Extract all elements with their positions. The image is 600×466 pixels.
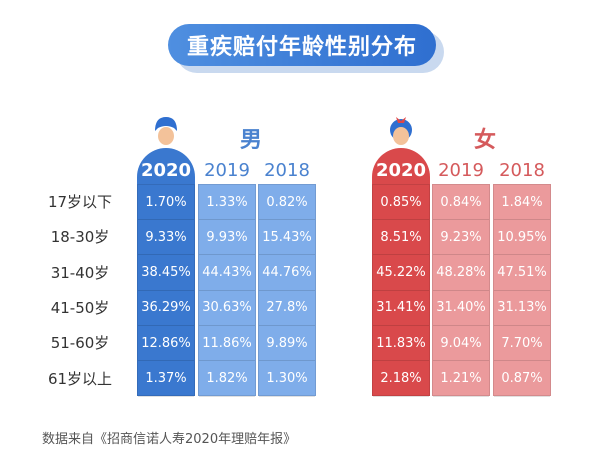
source-note: 数据来自《招商信诺人寿2020年理赔年报》	[42, 432, 297, 447]
year-header: 2019	[438, 160, 484, 181]
table-cell: 27.8%	[259, 291, 315, 326]
gender-label: 男	[240, 128, 263, 153]
row-label: 17岁以下	[47, 193, 113, 211]
table-cell: 1.84%	[494, 185, 550, 220]
table-cell: 0.87%	[494, 362, 550, 397]
table-cell: 44.76%	[259, 256, 315, 291]
table-cell: 0.85%	[373, 185, 429, 220]
table-cell: 1.21%	[433, 362, 489, 397]
year-header: 2019	[204, 160, 250, 181]
table-cell: 9.04%	[433, 326, 489, 362]
table-cell: 12.86%	[138, 326, 194, 362]
table-cell: 31.41%	[373, 291, 429, 326]
row-label: 41-50岁	[50, 298, 110, 317]
year-column: 0.82% 15.43% 44.76% 27.8% 9.89% 1.30%	[258, 184, 316, 397]
year-header: 2020	[375, 160, 427, 181]
table-cell: 30.63%	[199, 291, 255, 326]
table-cell: 44.43%	[199, 256, 255, 291]
page-title: 重疾赔付年龄性别分布	[168, 24, 436, 66]
year-column: 0.84% 9.23% 48.28% 31.40% 9.04% 1.21%	[432, 184, 490, 397]
table-cell: 45.22%	[373, 256, 429, 291]
year-column: 1.33% 9.93% 44.43% 30.63% 11.86% 1.82%	[198, 184, 256, 397]
row-label: 61岁以上	[47, 369, 113, 388]
table-cell: 1.70%	[138, 185, 194, 220]
table-cell: 2.18%	[373, 362, 429, 397]
year-header: 2018	[264, 160, 310, 181]
table-cell: 1.82%	[199, 362, 255, 397]
table-cell: 15.43%	[259, 220, 315, 256]
year-header: 2018	[499, 160, 545, 181]
year-column: 0.85% 8.51% 45.22% 31.41% 11.83% 2.18%	[372, 184, 430, 397]
table-cell: 0.84%	[433, 185, 489, 220]
table-cell: 9.33%	[138, 220, 194, 256]
gender-label: 女	[474, 128, 497, 153]
table-cell: 10.95%	[494, 220, 550, 256]
table-cell: 47.51%	[494, 256, 550, 291]
year-column: 1.84% 10.95% 47.51% 31.13% 7.70% 0.87%	[493, 184, 551, 397]
table-cell: 1.37%	[138, 362, 194, 397]
table-cell: 9.89%	[259, 326, 315, 362]
table-cell: 31.13%	[494, 291, 550, 326]
row-label: 31-40岁	[50, 263, 110, 282]
table-cell: 48.28%	[433, 256, 489, 291]
girl-avatar-icon	[387, 114, 415, 148]
table-cell: 11.86%	[199, 326, 255, 362]
table-cell: 0.82%	[259, 185, 315, 220]
table-cell: 38.45%	[138, 256, 194, 291]
row-label: 51-60岁	[50, 334, 110, 353]
row-label: 18-30岁	[50, 228, 110, 247]
table-cell: 1.30%	[259, 362, 315, 397]
table-cell: 1.33%	[199, 185, 255, 220]
table-cell: 31.40%	[433, 291, 489, 326]
table-cell: 11.83%	[373, 326, 429, 362]
table-cell: 8.51%	[373, 220, 429, 256]
table-cell: 7.70%	[494, 326, 550, 362]
boy-avatar-icon	[152, 114, 180, 148]
table-cell: 36.29%	[138, 291, 194, 326]
year-header: 2020	[140, 160, 192, 181]
table-cell: 9.23%	[433, 220, 489, 256]
table-cell: 9.93%	[199, 220, 255, 256]
year-column: 1.70% 9.33% 38.45% 36.29% 12.86% 1.37%	[137, 184, 195, 397]
